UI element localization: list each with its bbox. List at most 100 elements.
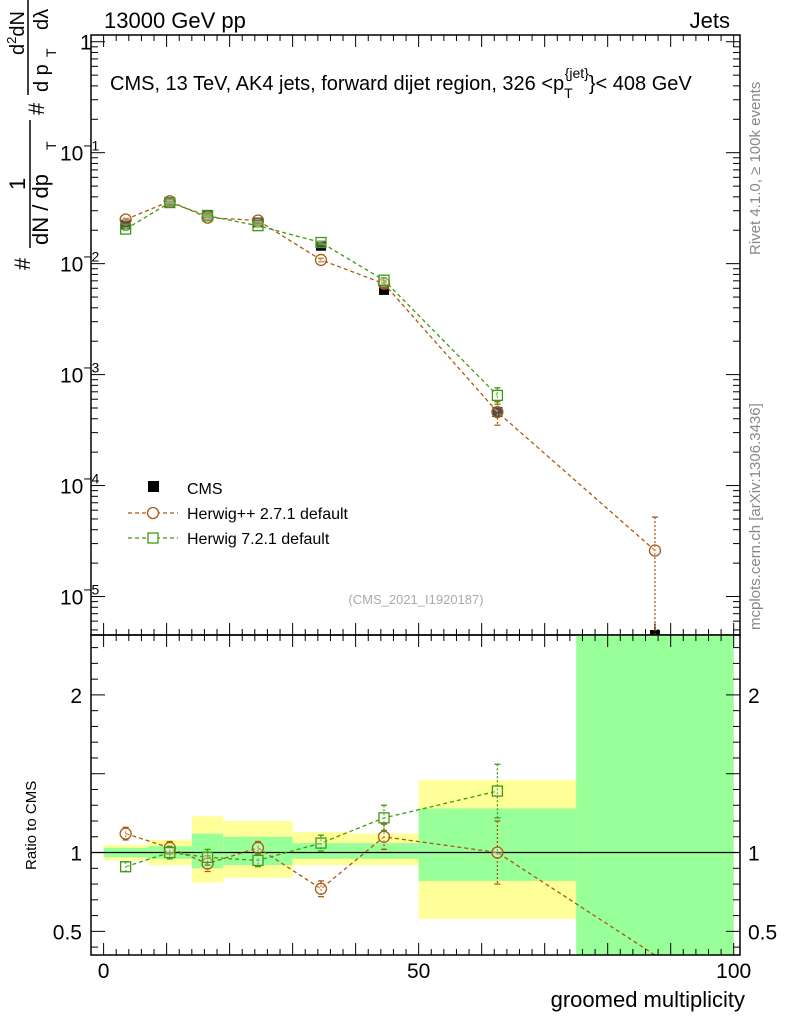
herwig7-point — [378, 274, 390, 286]
plot-title: CMS, 13 TeV, AK4 jets, forward dijet reg… — [110, 65, 692, 101]
main-y-tick-label: 10−3 — [60, 360, 100, 388]
ylabel-n: dN — [7, 11, 29, 37]
ratio-y-tick-label-left: 1 — [70, 843, 82, 866]
ratio-herwig7-point — [378, 812, 390, 824]
ratio-herwigpp-point — [251, 841, 265, 854]
herwig7-point — [315, 236, 327, 249]
herwig7-point — [491, 389, 504, 402]
plot-title-sup: {jet} — [565, 65, 589, 81]
ratio-herwig7-point — [315, 837, 327, 849]
plot-title-end: }< 408 GeV — [589, 73, 693, 95]
ratio-band-inner — [349, 843, 419, 859]
main-panel: 110−110−210−310−410−5 — [60, 32, 741, 640]
y-tick-exponent: −4 — [83, 471, 99, 487]
herwigpp-point — [491, 405, 504, 419]
ratio-frame — [90, 634, 741, 956]
analysis-watermark: (CMS_2021_I1920187) — [348, 592, 483, 607]
x-axis-label: groomed multiplicity — [551, 987, 745, 1012]
herwig7-point — [164, 196, 176, 209]
cms-point — [378, 284, 389, 295]
cms-point — [252, 217, 263, 228]
plot-title-sub: T — [564, 85, 573, 101]
main-y-tick-label: 10−1 — [60, 138, 100, 166]
main-y-tick-label: 10−4 — [60, 471, 100, 499]
y-tick-exponent: −3 — [83, 360, 99, 376]
ratio-herwig7-point — [201, 851, 214, 863]
herwig7-point — [120, 223, 132, 235]
ylabel-dp: d p — [31, 64, 53, 92]
plot-title-main: CMS, 13 TeV, AK4 jets, forward dijet reg… — [110, 73, 564, 95]
ylabel-hash-2: # — [24, 102, 49, 115]
ratio-x-tick-labels: 0 50 100 — [98, 960, 751, 983]
mcplots-label: mcplots.cern.ch [arXiv:1306.3436] — [747, 403, 764, 630]
x-tick-label: 100 — [716, 960, 751, 983]
ratio-herwig7-point — [164, 846, 176, 859]
herwig7-point — [201, 210, 214, 222]
y-tick-base: 10 — [60, 254, 83, 277]
herwigpp-point — [314, 253, 328, 267]
ylabel-dp-sub: T — [43, 48, 59, 57]
legend: CMS Herwig++ 2.7.1 default Herwig 7.2.1 … — [128, 481, 349, 548]
ylabel-hash-1: # — [10, 257, 35, 270]
main-y-tick-label: 10−2 — [60, 249, 100, 277]
ratio-y-tick-label-right: 2 — [748, 685, 760, 708]
ylabel-dpt-sub: T — [43, 141, 59, 150]
y-tick-base: 1 — [80, 32, 92, 55]
y-tick-base: 10 — [60, 587, 83, 610]
ratio-axis-ticks — [91, 635, 740, 955]
ratio-herwigpp-point — [377, 830, 391, 843]
ylabel-dn-dpt: dN / dp — [28, 174, 53, 245]
legend-label-cms: CMS — [187, 481, 223, 498]
legend-label-herwig7: Herwig 7.2.1 default — [187, 531, 330, 548]
x-tick-label: 50 — [407, 960, 430, 983]
herwig7-point — [252, 220, 264, 232]
ratio-herwig7-point — [120, 861, 132, 873]
main-y-tick-label: 10−5 — [60, 582, 100, 610]
ratio-y-axis-label: Ratio to CMS — [23, 781, 40, 870]
ylabel-sup: 2 — [4, 37, 19, 44]
legend-entry-herwigpp: Herwig++ 2.7.1 default — [128, 506, 349, 523]
cms-point — [492, 407, 503, 418]
legend-marker-herwig7 — [147, 532, 159, 544]
ylabel-d2n: d2dN — [4, 11, 29, 55]
ratio-y-tick-label-left: 0.5 — [53, 921, 82, 944]
ratio-herwigpp-point — [491, 846, 504, 859]
ratio-herwigpp-point — [314, 882, 328, 895]
legend-marker-herwigpp — [146, 506, 160, 520]
main-y-axis-label: # 1 dN / dp T # d2dN d p T dλ — [4, 0, 59, 270]
ratio-herwigpp-point — [119, 827, 132, 840]
herwigpp-point — [648, 544, 662, 557]
main-y-tick-labels: 110−110−210−310−410−5 — [60, 32, 100, 610]
ratio-y-tick-labels: 0.5 0.5 1 1 2 2 — [53, 685, 777, 944]
cms-point — [315, 240, 326, 251]
y-tick-exponent: −1 — [83, 138, 99, 154]
herwig7-line — [125, 201, 498, 396]
x-tick-label: 0 — [98, 960, 110, 983]
ratio-y-tick-label-right: 0.5 — [748, 921, 777, 944]
herwigpp-point — [119, 213, 132, 226]
ratio-band-inner — [576, 635, 734, 955]
ratio-y-tick-label-left: 2 — [70, 685, 82, 708]
ratio-herwig7-point — [491, 785, 504, 797]
ylabel-dlambda: dλ — [31, 9, 53, 30]
y-tick-base: 10 — [60, 143, 83, 166]
ratio-panel: 0.5 0.5 1 1 2 2 0 50 100 — [53, 634, 777, 983]
ratio-y-tick-label-right: 1 — [748, 843, 760, 866]
y-tick-base: 10 — [60, 476, 83, 499]
ylabel-one: 1 — [5, 178, 30, 190]
collision-label: 13000 GeV pp — [104, 8, 246, 33]
legend-marker-cms — [148, 481, 159, 492]
legend-entry-cms: CMS — [148, 481, 223, 498]
category-label: Jets — [690, 8, 730, 33]
legend-label-herwigpp: Herwig++ 2.7.1 default — [187, 506, 349, 523]
y-tick-exponent: −2 — [83, 249, 99, 265]
herwigpp-line — [125, 200, 656, 551]
ratio-series-layer — [119, 763, 656, 956]
ratio-herwig7-point — [252, 854, 264, 867]
y-tick-base: 10 — [60, 365, 83, 388]
ratio-herwigpp-line — [125, 832, 656, 956]
y-tick-exponent: −5 — [83, 582, 99, 598]
main-series-layer — [119, 195, 662, 640]
main-axis-ticks — [91, 35, 740, 635]
